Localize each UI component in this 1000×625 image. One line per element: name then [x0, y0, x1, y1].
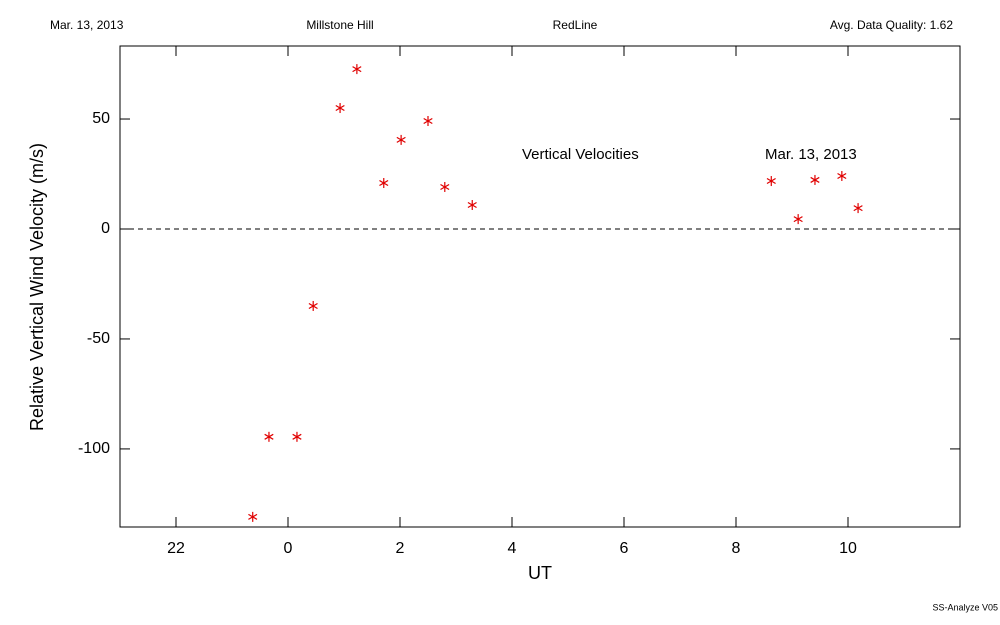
point-stroke [248, 513, 258, 520]
header-date: Mar. 13, 2013 [50, 18, 124, 32]
point [379, 178, 389, 189]
x-tick-label: 22 [167, 540, 185, 557]
y-tick-label: -100 [78, 440, 110, 457]
point-stroke [292, 433, 302, 440]
point-stroke [308, 302, 318, 309]
annotation: Mar. 13, 2013 [765, 146, 857, 163]
point-stroke [423, 117, 433, 125]
x-tick-label: 2 [396, 540, 405, 557]
point [248, 511, 258, 522]
point [810, 174, 820, 185]
point [352, 64, 362, 75]
point-stroke [352, 66, 362, 73]
point-stroke [853, 205, 863, 212]
point [837, 170, 847, 181]
x-axis-title: UT [528, 563, 552, 583]
x-tick-label: 6 [620, 540, 629, 557]
x-tick-label: 8 [732, 540, 741, 557]
point [308, 300, 318, 311]
y-tick-label: 0 [101, 220, 110, 237]
point-stroke [793, 216, 803, 223]
point [264, 431, 274, 442]
point [467, 200, 477, 211]
point-stroke [766, 178, 776, 185]
x-tick-label: 0 [284, 540, 293, 557]
point [423, 115, 433, 126]
y-tick-label: -50 [87, 330, 110, 347]
y-axis-title: Relative Vertical Wind Velocity (m/s) [27, 143, 47, 431]
point-stroke [440, 183, 450, 190]
point-stroke [379, 180, 389, 187]
point-stroke [396, 136, 406, 143]
point [853, 203, 863, 214]
footer: SS-Analyze V05 [932, 602, 998, 612]
point [335, 103, 345, 114]
point [396, 134, 406, 145]
point-stroke [335, 105, 345, 112]
header-quality: Avg. Data Quality: 1.62 [830, 18, 954, 32]
y-tick-label: 50 [92, 110, 110, 127]
point-stroke [264, 433, 274, 440]
x-tick-label: 4 [508, 540, 517, 557]
header-site: Millstone Hill [306, 18, 373, 32]
x-tick-label: 10 [839, 540, 857, 557]
annotation: Vertical Velocities [522, 146, 639, 163]
point [440, 181, 450, 192]
plot-frame [119, 45, 961, 528]
point [766, 176, 776, 187]
point-stroke [467, 201, 477, 209]
point [793, 214, 803, 225]
header-instrument: RedLine [553, 18, 598, 32]
point [292, 431, 302, 442]
point-stroke [810, 176, 820, 183]
point-stroke [837, 172, 847, 180]
